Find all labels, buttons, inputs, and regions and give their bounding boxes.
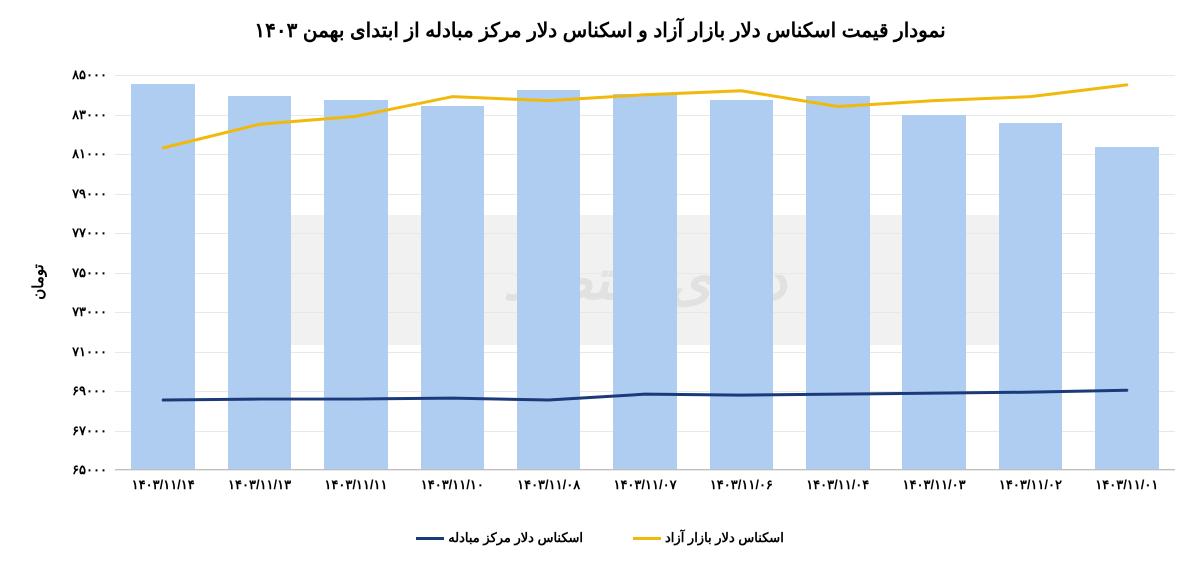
x-tick-label: ۱۴۰۳/۱۱/۰۸ [517,477,580,493]
x-tick-label: ۱۴۰۳/۱۱/۱۰ [421,477,484,493]
y-tick-label: ۷۵۰۰۰ [72,265,107,281]
y-tick-label: ۸۳۰۰۰ [72,107,107,123]
legend-label-free: اسکناس دلار بازار آزاد [665,530,784,546]
line-exchange-center [163,390,1127,400]
legend-label-exchange: اسکناس دلار مرکز مبادله [448,530,583,546]
x-tick-label: ۱۴۰۳/۱۱/۰۶ [710,477,773,493]
gridline [115,470,1175,471]
y-tick-label: ۶۹۰۰۰ [72,383,107,399]
legend-item-exchange: اسکناس دلار مرکز مبادله [416,530,583,546]
y-tick-label: ۶۵۰۰۰ [72,462,107,478]
x-tick-label: ۱۴۰۳/۱۱/۰۴ [806,477,869,493]
lines-layer [115,75,1175,469]
x-tick-label: ۱۴۰۳/۱۱/۱۳ [228,477,291,493]
chart-container: نمودار قیمت اسکناس دلار بازار آزاد و اسک… [0,0,1200,564]
y-axis-label: تومان [29,264,47,300]
x-tick-label: ۱۴۰۳/۱۱/۰۲ [999,477,1062,493]
legend-swatch-free [633,537,661,540]
legend-item-free: اسکناس دلار بازار آزاد [633,530,784,546]
x-tick-label: ۱۴۰۳/۱۱/۱۴ [132,477,195,493]
legend: اسکناس دلار بازار آزاد اسکناس دلار مرکز … [0,530,1200,546]
x-tick-label: ۱۴۰۳/۱۱/۱۱ [324,477,387,493]
line-free-market [163,85,1127,148]
y-tick-label: ۷۱۰۰۰ [72,344,107,360]
y-tick-label: ۸۱۰۰۰ [72,146,107,162]
x-tick-label: ۱۴۰۳/۱۱/۰۷ [613,477,676,493]
y-tick-label: ۸۵۰۰۰ [72,67,107,83]
y-tick-label: ۷۹۰۰۰ [72,186,107,202]
x-tick-label: ۱۴۰۳/۱۱/۰۳ [903,477,966,493]
plot-area: دنیای اقتصاد ۶۵۰۰۰۶۷۰۰۰۶۹۰۰۰۷۱۰۰۰۷۳۰۰۰۷۵… [115,75,1175,470]
x-tick-label: ۱۴۰۳/۱۱/۰۱ [1095,477,1158,493]
y-tick-label: ۷۳۰۰۰ [72,304,107,320]
chart-title: نمودار قیمت اسکناس دلار بازار آزاد و اسک… [0,18,1200,43]
y-tick-label: ۶۷۰۰۰ [72,423,107,439]
y-tick-label: ۷۷۰۰۰ [72,225,107,241]
legend-swatch-exchange [416,537,444,540]
